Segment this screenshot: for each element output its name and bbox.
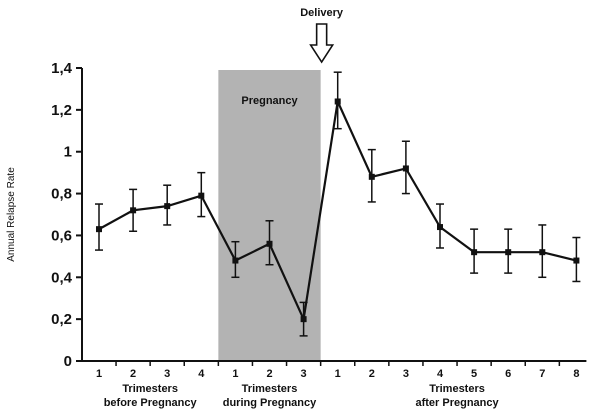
x-tick-label: 3 bbox=[301, 368, 307, 380]
data-point bbox=[573, 257, 580, 264]
x-tick-label: 2 bbox=[266, 368, 272, 380]
y-tick-label: 1 bbox=[64, 144, 72, 161]
data-point bbox=[130, 207, 137, 214]
x-tick-label: 2 bbox=[130, 368, 136, 380]
pregnancy-region-label: Pregnancy bbox=[241, 95, 298, 107]
data-point bbox=[368, 173, 375, 180]
x-tick-label: 1 bbox=[232, 368, 238, 380]
x-tick-label: 8 bbox=[573, 368, 579, 380]
y-tick-label: 0 bbox=[64, 353, 72, 370]
x-group-label-line2: after Pregnancy bbox=[415, 397, 499, 409]
x-tick-label: 1 bbox=[96, 368, 102, 380]
x-tick-label: 6 bbox=[505, 368, 511, 380]
y-tick-label: 0,6 bbox=[51, 227, 72, 244]
data-point bbox=[539, 249, 546, 256]
x-tick-label: 3 bbox=[403, 368, 409, 380]
y-tick-label: 1,2 bbox=[51, 102, 72, 119]
x-tick-label: 4 bbox=[198, 368, 205, 380]
y-tick-label: 1,4 bbox=[51, 60, 73, 77]
data-point bbox=[334, 98, 341, 105]
y-tick-label: 0,4 bbox=[51, 269, 73, 286]
x-tick-label: 7 bbox=[539, 368, 545, 380]
data-point bbox=[96, 226, 102, 233]
x-group-label-line2: before Pregnancy bbox=[104, 397, 198, 409]
y-axis-label: Annual Relapse Rate bbox=[6, 167, 17, 262]
x-tick-label: 2 bbox=[369, 368, 375, 380]
delivery-arrow-shape bbox=[309, 23, 335, 64]
data-point bbox=[505, 249, 512, 256]
x-group-label-line1: Trimesters bbox=[242, 383, 298, 395]
y-tick-label: 0,2 bbox=[51, 311, 72, 328]
x-tick-label: 4 bbox=[437, 368, 444, 380]
series-line bbox=[98, 97, 577, 323]
data-point bbox=[198, 192, 205, 199]
data-point bbox=[232, 257, 239, 264]
data-point bbox=[471, 249, 478, 256]
x-group-label-line1: Trimesters bbox=[122, 383, 178, 395]
x-group-labels: Trimesters before Pregnancy Trimesters duri… bbox=[104, 383, 500, 409]
x-group-label-line1: Trimesters bbox=[429, 383, 485, 395]
delivery-annotation-label: Delivery bbox=[300, 7, 344, 19]
x-tick-label: 1 bbox=[335, 368, 341, 380]
data-point bbox=[300, 316, 307, 323]
data-point bbox=[164, 203, 171, 210]
x-tick-label: 3 bbox=[164, 368, 170, 380]
x-tick-label: 5 bbox=[471, 368, 477, 380]
x-ticks: 1 2 3 4 1 2 3 1 2 3 4 5 6 7 8 bbox=[96, 361, 579, 380]
data-point bbox=[266, 240, 273, 247]
data-point bbox=[437, 224, 443, 231]
data-point bbox=[402, 165, 409, 172]
y-ticks: 0 0,2 0,4 0,6 0,8 1 1,2 1,4 bbox=[51, 60, 82, 370]
x-group-label-line2: during Pregnancy bbox=[223, 397, 317, 409]
delivery-arrow-icon bbox=[309, 23, 335, 64]
data-points bbox=[96, 98, 580, 323]
y-tick-label: 0,8 bbox=[51, 186, 72, 203]
